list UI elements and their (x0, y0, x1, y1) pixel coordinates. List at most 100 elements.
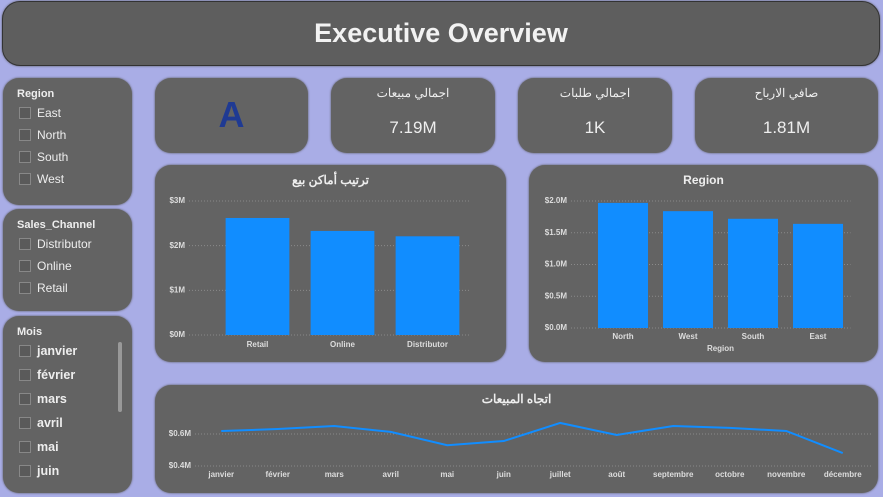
slicer-title: Region (17, 88, 55, 100)
checkbox[interactable] (19, 465, 31, 477)
x-tick-label: East (810, 332, 827, 341)
checkbox[interactable] (19, 282, 31, 294)
kpi-card: اجمالي مبيعات 7.19M (331, 78, 495, 153)
checkbox[interactable] (19, 441, 31, 453)
slicer-option[interactable]: Distributor (19, 237, 92, 251)
x-tick-label: Retail (247, 340, 269, 349)
option-label: Retail (37, 281, 68, 295)
slicer-title: Mois (17, 326, 43, 338)
bar (310, 230, 375, 335)
y-tick-label: $0.6M (169, 429, 192, 438)
card-label: اجمالي مبيعات (376, 86, 450, 100)
slicer-option[interactable]: East (19, 106, 61, 120)
chart-panel: ترتيب أماكن بيع $0M $1M $2M $3M Retail Online D… (155, 165, 506, 362)
slicer-option[interactable]: Online (19, 259, 72, 273)
option-label: North (37, 128, 67, 142)
x-tick-label: août (608, 470, 625, 479)
x-tick-label: juin (496, 470, 511, 479)
x-tick-label: Distributor (407, 340, 448, 349)
checkbox[interactable] (19, 129, 31, 141)
checkbox[interactable] (19, 260, 31, 272)
y-tick-label: $0M (169, 330, 185, 339)
chart: ترتيب أماكن بيع $0M $1M $2M $3M Retail Online D… (169, 172, 470, 349)
y-tick-label: $1.5M (545, 228, 568, 237)
y-tick-label: $1.0M (545, 260, 568, 269)
slicer: Region East North South West (3, 78, 132, 205)
x-tick-label: septembre (653, 470, 694, 479)
checkbox[interactable] (19, 173, 31, 185)
x-tick-label: janvier (207, 470, 234, 479)
option-label: mai (37, 440, 59, 454)
x-tick-label: North (612, 332, 633, 341)
option-label: avril (37, 416, 63, 430)
slicer-option[interactable]: février (19, 368, 75, 382)
kpi-card: اجمالي طلبات 1K (518, 78, 672, 153)
header-title: Executive Overview (2, 1, 880, 66)
checkbox[interactable] (19, 369, 31, 381)
bar (727, 218, 779, 328)
card-value: 1K (584, 118, 606, 137)
slicer-option[interactable]: North (19, 128, 66, 142)
slicer-option[interactable]: avril (19, 416, 63, 430)
option-label: juin (37, 464, 60, 478)
chart-title: Region (683, 173, 724, 187)
bar (792, 223, 844, 328)
card-value: 1.81M (762, 118, 811, 137)
checkbox[interactable] (19, 345, 31, 357)
option-label: mars (37, 392, 67, 406)
checkbox[interactable] (19, 238, 31, 250)
x-tick-label: South (742, 332, 765, 341)
scrollbar[interactable] (118, 342, 122, 412)
kpi-card: صافي الارباح 1.81M (695, 78, 878, 153)
chart-panel: Region $0.0M $0.5M $1.0M $1.5M $2.0M North West… (529, 165, 878, 362)
chart-title: اتجاه المبيعات (482, 392, 552, 406)
slicer: Sales_Channel Distributor Online Retail (3, 209, 132, 311)
checkbox[interactable] (19, 107, 31, 119)
x-tick-label: Online (330, 340, 355, 349)
checkbox[interactable] (19, 151, 31, 163)
checkbox[interactable] (19, 417, 31, 429)
option-label: janvier (37, 344, 78, 358)
y-tick-label: $1M (169, 285, 185, 294)
option-label: East (37, 106, 62, 120)
y-tick-label: $3M (169, 196, 185, 205)
y-tick-label: $2M (169, 241, 185, 250)
slicer-option[interactable]: janvier (19, 344, 77, 358)
chart-panel: اتجاه المبيعات $0.4M $0.6M janvier février ma… (155, 385, 878, 493)
slicer-option[interactable]: South (19, 150, 68, 164)
slicer-title: Sales_Channel (17, 219, 96, 231)
y-tick-label: $2.0M (545, 196, 568, 205)
slicer-option[interactable]: mai (19, 440, 59, 454)
x-tick-label: avril (383, 470, 399, 479)
chart: اتجاه المبيعات $0.4M $0.6M janvier février ma… (169, 392, 871, 479)
bar (225, 217, 290, 335)
x-tick-label: juillet (549, 470, 571, 479)
slicer-option[interactable]: Retail (19, 281, 68, 295)
x-tick-label: mars (325, 470, 345, 479)
kpi-card: A (155, 78, 308, 153)
slicer-option[interactable]: mars (19, 392, 67, 406)
card-label: صافي الارباح (754, 86, 819, 100)
bar (395, 236, 460, 335)
card-value: 7.19M (389, 118, 437, 137)
x-tick-label: décembre (824, 470, 862, 479)
x-tick-label: mai (440, 470, 454, 479)
option-label: février (37, 368, 76, 382)
chart-title: ترتيب أماكن بيع (292, 172, 370, 188)
card-label: اجمالي طلبات (559, 86, 631, 100)
x-tick-label: novembre (767, 470, 806, 479)
option-label: Online (37, 259, 72, 273)
x-tick-label: octobre (715, 470, 745, 479)
checkbox[interactable] (19, 393, 31, 405)
bar (597, 202, 649, 328)
slicer-option[interactable]: juin (19, 464, 59, 478)
bar (662, 211, 714, 328)
x-axis-title: Region (707, 344, 734, 353)
y-tick-label: $0.5M (545, 291, 568, 300)
option-label: South (37, 150, 69, 164)
slicer: Mois janvier février mars avril mai juin (3, 316, 132, 493)
line (221, 421, 844, 454)
card-letter: A (218, 94, 245, 135)
slicer-option[interactable]: West (19, 172, 64, 186)
